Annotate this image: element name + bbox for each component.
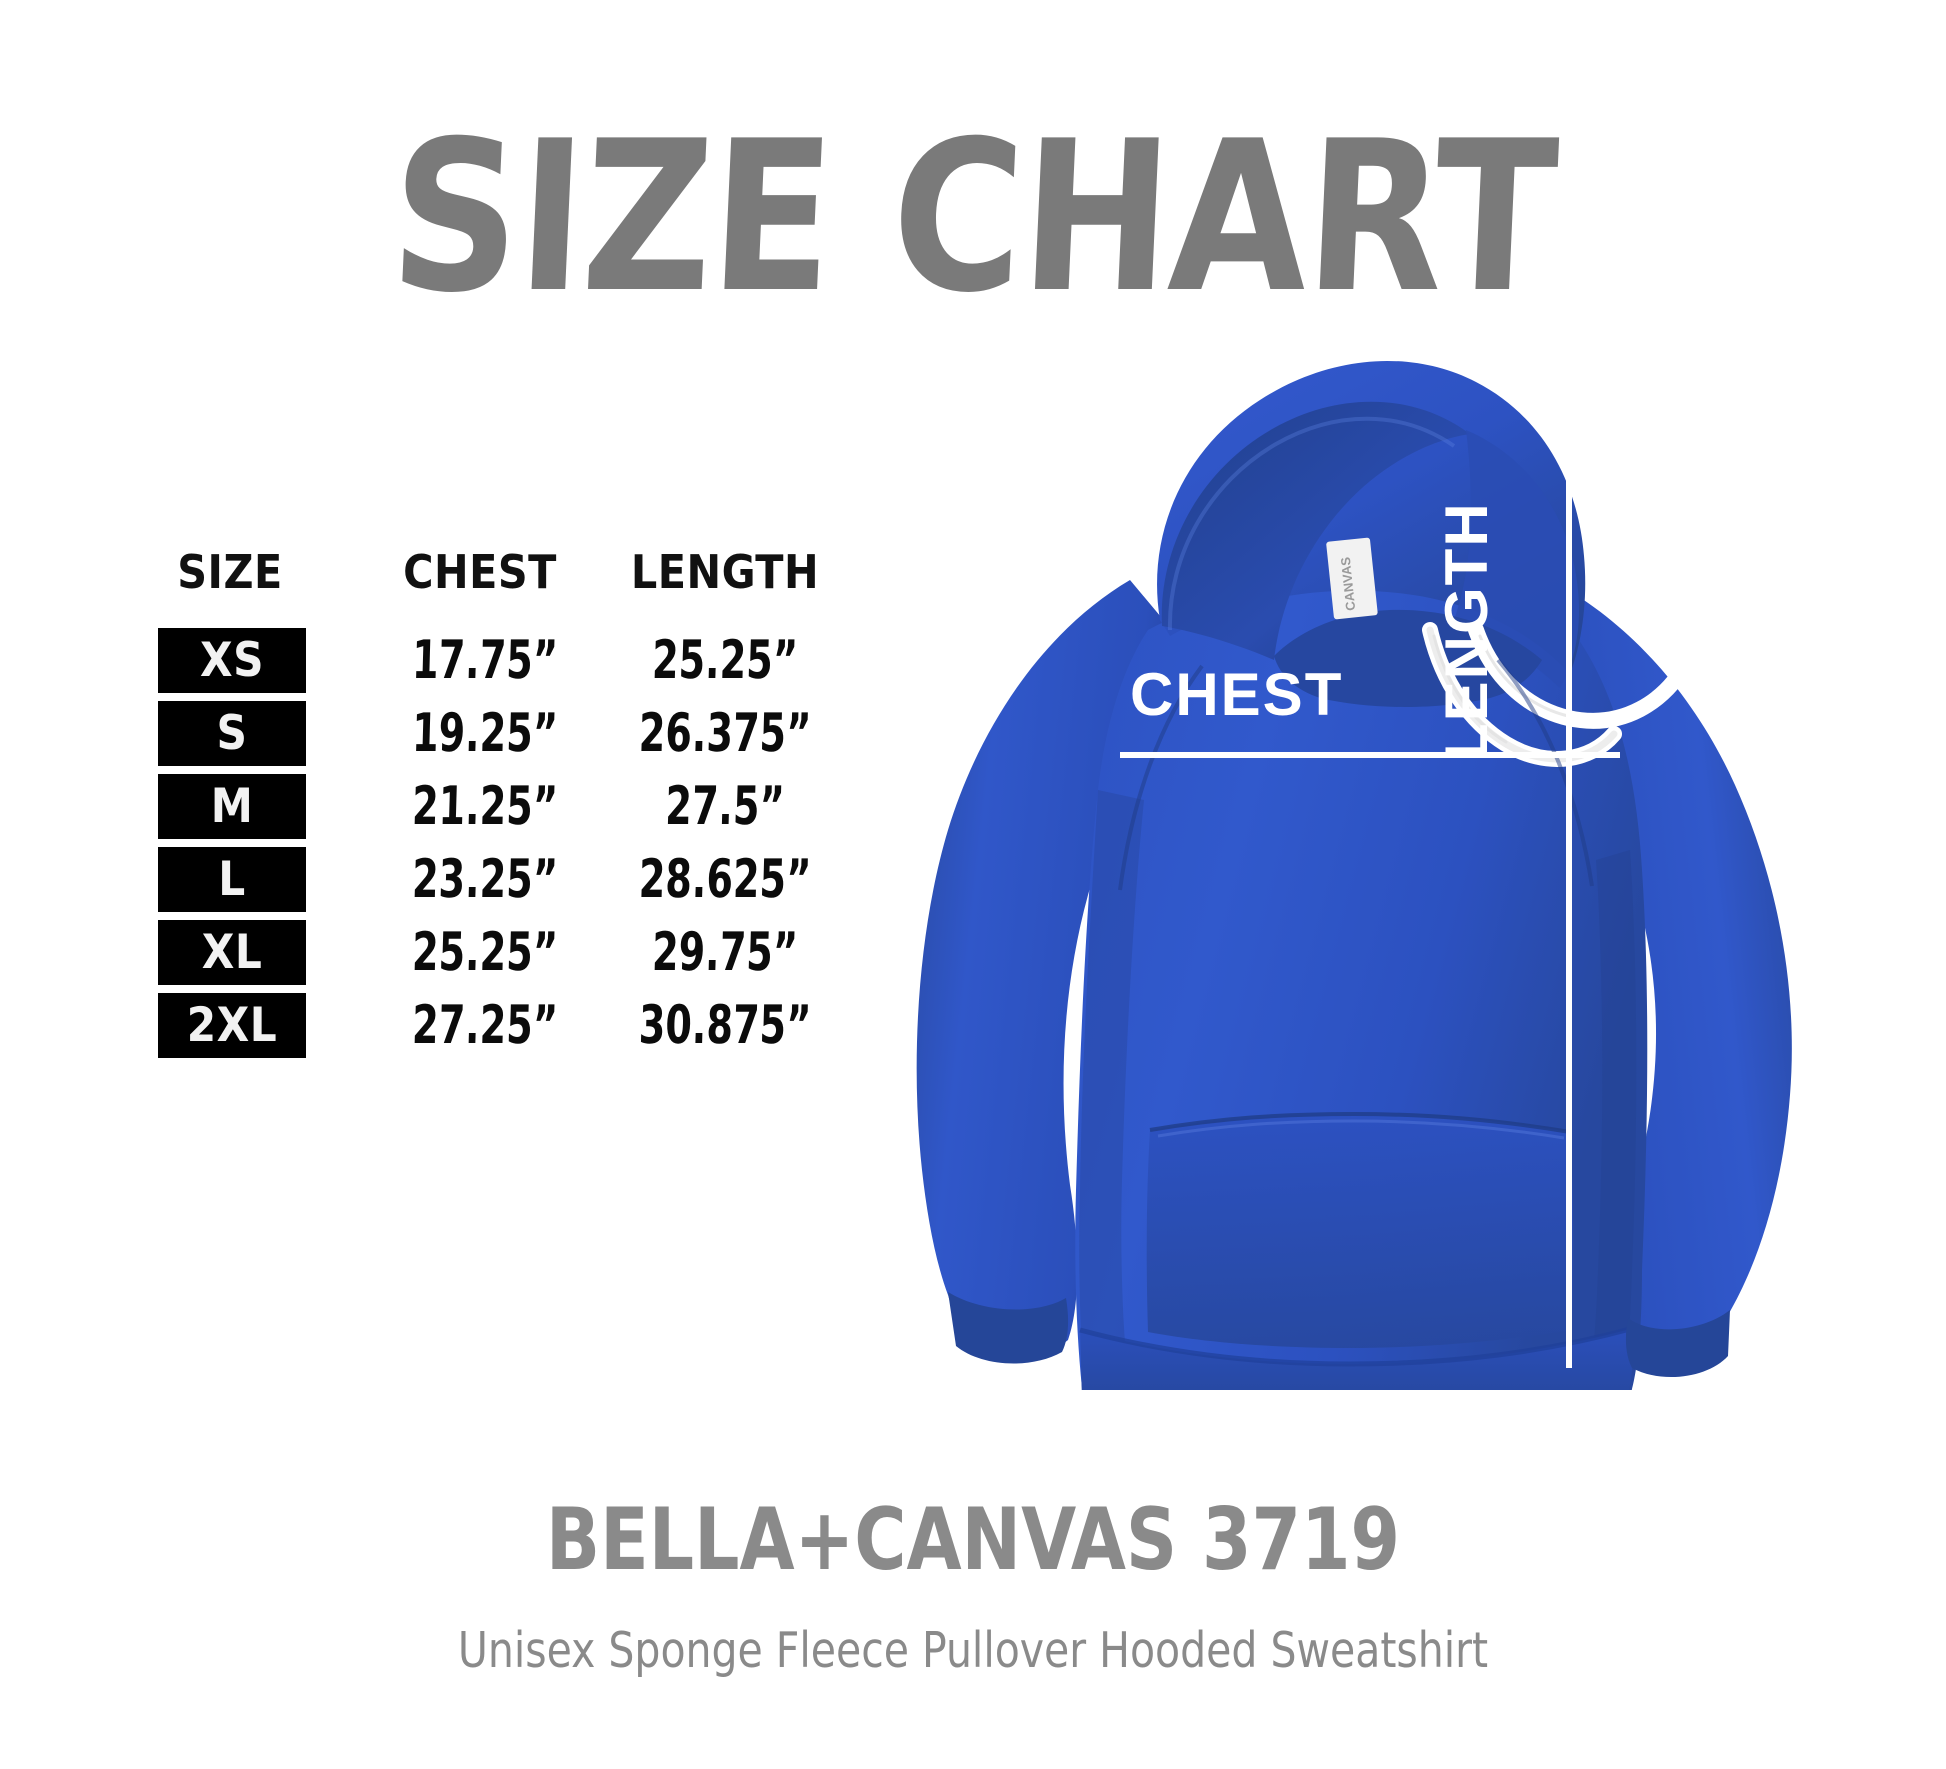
chest-value: 19.25” (411, 703, 559, 764)
length-value: 28.625” (638, 849, 812, 910)
size-badge: 2XL (158, 993, 306, 1058)
chest-value: 27.25” (411, 995, 559, 1056)
svg-text:CANVAS: CANVAS (1338, 556, 1359, 612)
chest-value: 23.25” (411, 849, 559, 910)
length-measure-line (1566, 468, 1572, 1368)
length-value: 25.25” (651, 630, 799, 691)
column-header-size: SIZE (177, 545, 283, 599)
size-badge: S (158, 701, 306, 766)
chest-value: 25.25” (411, 922, 559, 983)
table-row: 2XL 27.25” 30.875” (0, 993, 920, 1066)
brand-name: BELLA+CANVAS 3719 (545, 1490, 1401, 1590)
table-row: XL 25.25” 29.75” (0, 920, 920, 993)
hoodie-illustration: CANVAS (830, 330, 1890, 1390)
length-measure-label: LENGTH (1433, 501, 1500, 760)
column-header-chest: CHEST (403, 545, 557, 599)
hoodie-right-sleeve (1498, 570, 1792, 1349)
column-header-length: LENGTH (630, 545, 820, 599)
chest-measure-line (1120, 752, 1620, 758)
chest-value: 17.75” (411, 630, 559, 691)
page-title: SIZE CHART (385, 97, 1561, 339)
size-table: SIZE CHEST LENGTH XS 17.75” 25.25” S 19.… (0, 545, 920, 1058)
hoodie-hem (1080, 1328, 1634, 1390)
neck-tag: CANVAS (1326, 537, 1378, 620)
table-row: M 21.25” 27.5” (0, 774, 920, 847)
product-subtitle: Unisex Sponge Fleece Pullover Hooded Swe… (457, 1622, 1489, 1679)
size-badge: XL (158, 920, 306, 985)
table-header-row: SIZE CHEST LENGTH (0, 545, 920, 607)
chest-value: 21.25” (411, 776, 559, 837)
size-badge: L (158, 847, 306, 912)
length-value: 29.75” (651, 922, 799, 983)
chest-measure-label: CHEST (1130, 661, 1344, 728)
hoodie-pocket (1146, 1114, 1574, 1348)
length-value: 26.375” (638, 703, 812, 764)
table-row: XS 17.75” 25.25” (0, 628, 920, 701)
length-value: 27.5” (664, 776, 786, 837)
table-row: L 23.25” 28.625” (0, 847, 920, 920)
hoodie-hood-opening (1161, 401, 1470, 660)
size-badge: XS (158, 628, 306, 693)
table-row: S 19.25” 26.375” (0, 701, 920, 774)
length-value: 30.875” (638, 995, 812, 1056)
table-body: XS 17.75” 25.25” S 19.25” 26.375” M 21.2… (0, 628, 920, 1066)
size-badge: M (158, 774, 306, 839)
